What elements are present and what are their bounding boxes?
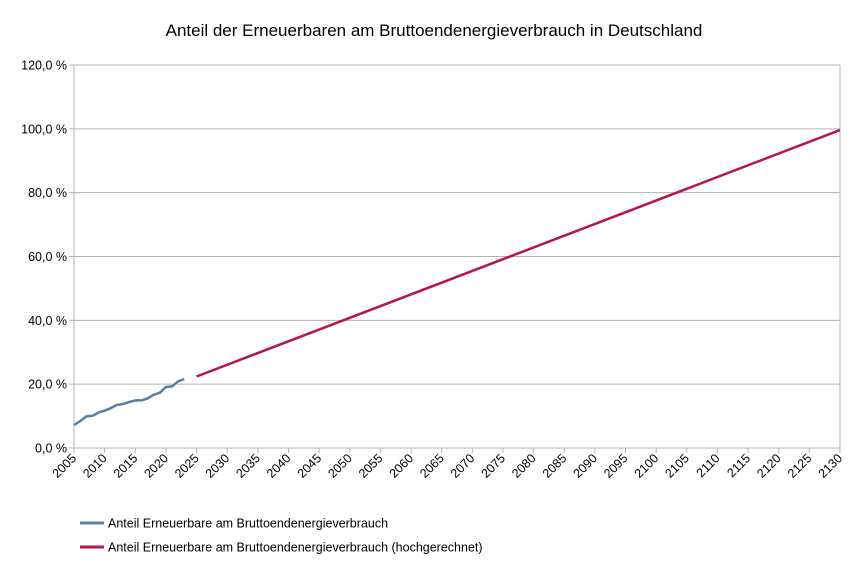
x-tick-label: 2120: [754, 451, 784, 481]
x-tick-label: 2025: [172, 451, 202, 481]
x-tick-label: 2010: [80, 451, 110, 481]
x-tick-label: 2055: [356, 451, 386, 481]
series-line-1: [73, 377, 185, 427]
chart-title: Anteil der Erneuerbaren am Bruttoendener…: [166, 21, 703, 40]
x-tick-label: 2060: [387, 451, 417, 481]
x-tick-label: 2105: [662, 451, 692, 481]
legend: Anteil Erneuerbare am Bruttoendenergieve…: [80, 517, 483, 555]
series-lines: [73, 128, 841, 427]
y-tick-label: 120,0 %: [21, 59, 67, 73]
x-tick-label: 2015: [111, 451, 141, 481]
x-tick-label: 2040: [264, 451, 294, 481]
x-tick-label: 2075: [479, 451, 509, 481]
x-tick-label: 2030: [203, 451, 233, 481]
x-tick-label: 2090: [570, 451, 600, 481]
y-tick-label: 40,0 %: [28, 314, 67, 328]
x-tick-label: 2045: [295, 451, 325, 481]
axes: [69, 64, 841, 453]
x-tick-label: 2100: [632, 451, 662, 481]
grid-lines: [74, 64, 840, 449]
x-tick-label: 2080: [509, 451, 539, 481]
x-tick-label: 2005: [50, 451, 80, 481]
legend-label-2: Anteil Erneuerbare am Bruttoendenergieve…: [108, 541, 483, 555]
series-line-2: [196, 128, 841, 378]
y-tick-label: 80,0 %: [28, 186, 67, 200]
x-tick-label: 2110: [694, 451, 723, 480]
y-tick-label: 100,0 %: [21, 122, 67, 136]
y-tick-labels: 0,0 % 20,0 % 40,0 % 60,0 % 80,0 % 100,0 % 120,…: [21, 59, 67, 456]
x-tick-label: 2050: [325, 451, 355, 481]
x-tick-labels: 2005 2010 2015 2020 2025 2030 2035 2040 2045 2050…: [50, 451, 846, 481]
x-tick-label: 2020: [141, 451, 171, 481]
y-tick-label: 20,0 %: [28, 378, 67, 392]
x-tick-label: 2125: [785, 451, 815, 481]
x-tick-label: 2070: [448, 451, 478, 481]
x-tick-label: 2095: [601, 451, 631, 481]
x-tick-label: 2035: [233, 451, 263, 481]
x-tick-label: 2115: [724, 451, 753, 480]
x-tick-label: 2085: [540, 451, 570, 481]
legend-label-1: Anteil Erneuerbare am Bruttoendenergieve…: [108, 517, 388, 531]
x-tick-label: 2065: [417, 451, 447, 481]
y-tick-label: 0,0 %: [35, 442, 67, 456]
y-tick-label: 60,0 %: [28, 250, 67, 264]
x-tick-label: 2130: [816, 451, 846, 481]
